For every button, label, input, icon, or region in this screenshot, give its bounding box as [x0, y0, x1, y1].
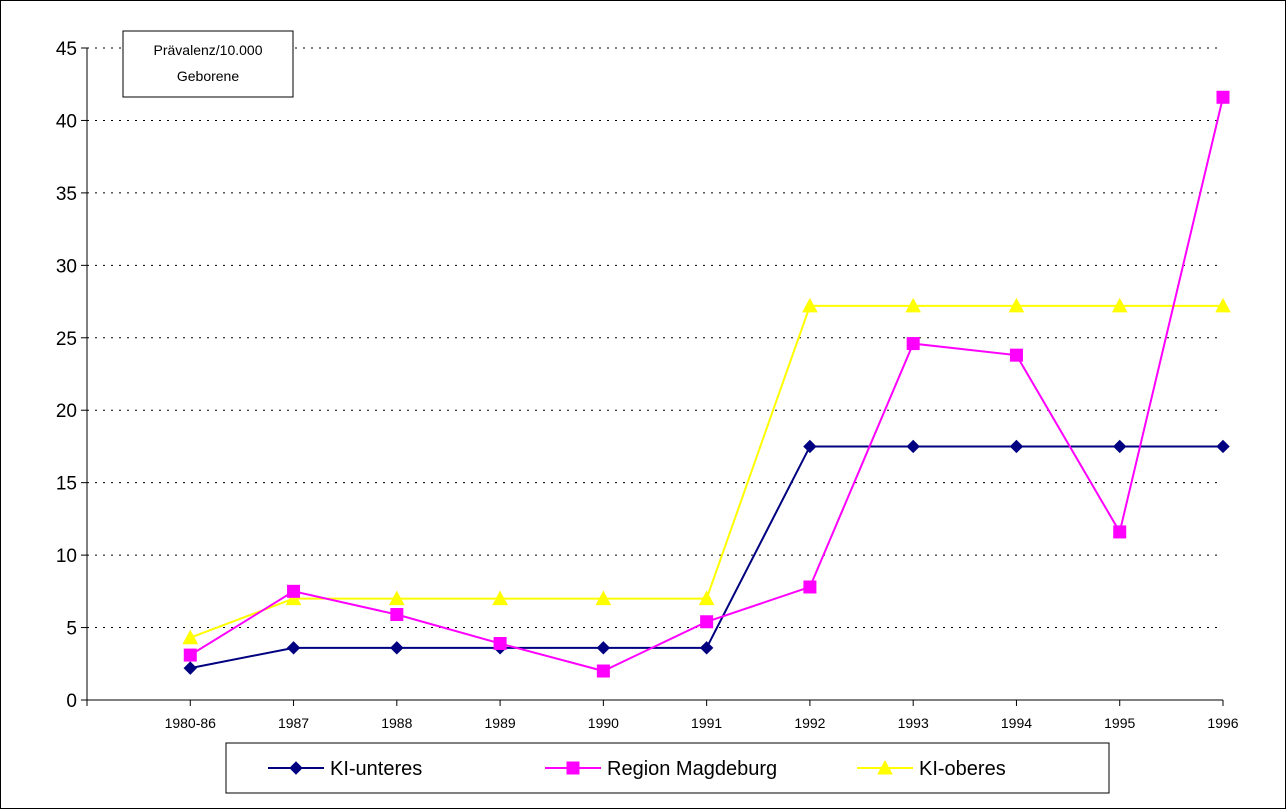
data-point — [905, 297, 922, 313]
x-tick-label: 1989 — [485, 715, 516, 731]
data-point — [595, 590, 612, 606]
data-point — [1009, 348, 1023, 362]
data-point — [803, 439, 817, 454]
legend-marker — [566, 761, 580, 775]
y-tick-label: 20 — [56, 401, 77, 422]
y-tick-label: 30 — [56, 256, 77, 277]
axes — [81, 47, 1224, 706]
data-point — [1113, 525, 1127, 539]
x-tick-label: 1990 — [588, 715, 619, 731]
series-ki-unteres — [183, 439, 1230, 675]
data-point — [699, 641, 714, 655]
x-tick-label: 1994 — [1001, 715, 1032, 731]
y-axis-unit-label: Prävalenz/10.000 Geborene — [122, 30, 294, 98]
data-point — [1113, 439, 1127, 454]
y-tick-label: 25 — [56, 329, 77, 350]
legend-marker — [289, 761, 303, 775]
legend-entry: KI-oberes — [857, 758, 1006, 780]
legend-label: KI-unteres — [330, 758, 422, 780]
legend-entry: Region Magdeburg — [545, 758, 777, 780]
data-point — [802, 297, 818, 313]
data-point — [182, 629, 199, 645]
legend-label: KI-oberes — [919, 758, 1006, 780]
unit-label-line-2: Geborene — [177, 68, 239, 84]
y-axis-tick-labels: 0 5 10 15 20 25 30 35 40 45 — [56, 39, 77, 712]
x-tick-label: 1991 — [691, 715, 722, 731]
data-point — [698, 590, 715, 606]
y-tick-label: 0 — [66, 691, 77, 712]
legend-label: Region Magdeburg — [607, 758, 777, 780]
data-point — [803, 580, 817, 594]
data-point — [492, 590, 508, 606]
series-line — [189, 97, 1224, 673]
series-ki-oberes — [182, 297, 1231, 645]
legend-marker — [877, 759, 893, 775]
legend-box — [225, 742, 1110, 794]
x-axis-tick-labels: 1980-86 1987 1988 1989 1990 1991 1992 1993 1994 1… — [165, 715, 1239, 731]
data-point — [183, 648, 197, 662]
data-point — [596, 641, 611, 655]
data-point — [390, 608, 404, 622]
data-point — [906, 439, 920, 454]
x-tick-label: 1980-86 — [165, 715, 217, 731]
x-tick-label: 1993 — [898, 715, 929, 731]
data-point — [1216, 439, 1230, 454]
data-point — [700, 615, 714, 629]
data-point — [1009, 439, 1024, 454]
series-line — [189, 304, 1223, 639]
data-series — [182, 90, 1231, 678]
data-point — [285, 590, 302, 606]
data-point — [493, 636, 507, 650]
y-tick-label: 40 — [56, 111, 77, 132]
data-point — [388, 590, 405, 606]
data-point — [1111, 297, 1128, 313]
x-tick-label: 1996 — [1207, 715, 1238, 731]
unit-label-line-1: Prävalenz/10.000 — [154, 42, 263, 58]
x-tick-label: 1992 — [794, 715, 825, 731]
series-region-magdeburg — [183, 90, 1230, 678]
series-line — [190, 445, 1223, 670]
data-point — [906, 337, 920, 351]
legend-entry: KI-unteres — [268, 758, 422, 780]
gridlines — [87, 47, 1223, 629]
data-point — [286, 641, 301, 655]
x-tick-label: 1987 — [278, 715, 309, 731]
data-point — [1008, 297, 1025, 313]
x-tick-label: 1988 — [381, 715, 412, 731]
legend: KI-unteres Region Magdeburg KI-oberes — [225, 742, 1110, 794]
data-point — [183, 661, 197, 675]
y-tick-label: 15 — [56, 474, 77, 495]
data-point — [596, 664, 610, 678]
data-point — [1215, 297, 1231, 313]
y-tick-label: 5 — [66, 619, 77, 640]
y-tick-label: 10 — [56, 546, 77, 567]
data-point — [390, 641, 404, 655]
x-tick-label: 1995 — [1104, 715, 1135, 731]
data-point — [287, 584, 301, 598]
y-tick-label: 35 — [56, 184, 77, 205]
data-point — [1216, 90, 1230, 104]
y-tick-label: 45 — [56, 39, 77, 60]
